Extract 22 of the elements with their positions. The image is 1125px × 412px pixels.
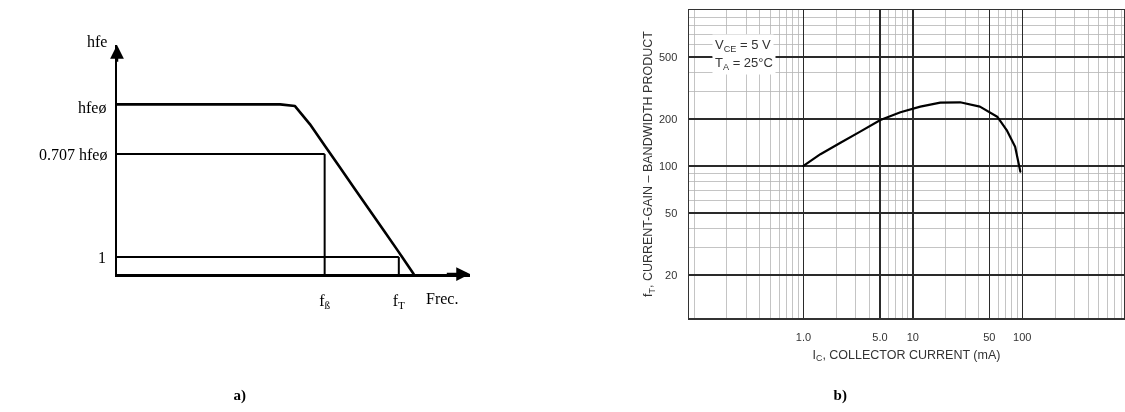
annotation: V$_{CE}$ = 5 V [715,37,771,54]
y-tick-label: 20 [665,268,678,281]
text: 1 [98,249,106,266]
x-tick-label: 5.0 [872,330,888,343]
x-axis-title: Frec. [426,290,459,307]
text: hfeø [78,99,107,116]
text: a) [233,387,247,405]
x-axis-title: I$_{C}$, COLLECTOR CURRENT (mA) [812,347,1001,364]
x-tick-label: 100 [1013,330,1032,343]
ref-line-label: 0.707 hfeø [39,146,108,163]
x-tick-label: 50 [983,330,996,343]
y-tick-label: 500 [658,50,678,63]
x-tick-label: f$_{ß}$ [319,291,331,312]
y-tick-label: 50 [665,206,678,219]
x-tick-label: 1.0 [795,330,812,343]
annotation: T$_{A}$ = 25°C [715,55,773,72]
y-tick-label: 100 [658,159,678,172]
x-tick-label: 10 [906,330,919,343]
x-tick-label: f$_{T}$ [392,291,406,312]
y-tick-label: 200 [658,112,678,125]
text: b) [833,387,847,405]
y-axis-title: hfe [87,33,108,50]
